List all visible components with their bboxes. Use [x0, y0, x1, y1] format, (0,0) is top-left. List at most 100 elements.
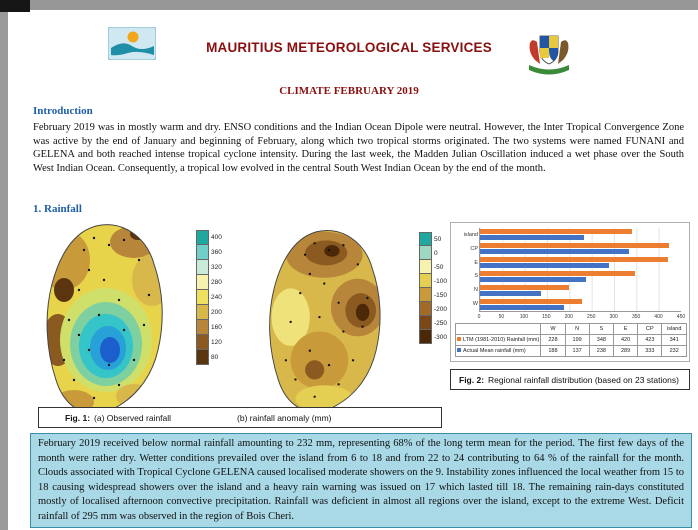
x-axis-tick: 50: [498, 314, 505, 320]
bar: [480, 257, 668, 263]
colorbar-swatch: [196, 320, 209, 335]
colorbar-swatch: [196, 260, 209, 275]
bar: [480, 229, 633, 235]
colorbar-swatch: [419, 330, 432, 344]
y-axis-label: CP: [470, 245, 478, 252]
colorbar-tick-label: -100: [434, 278, 448, 285]
bar: [480, 298, 582, 304]
colorbar-swatch: [419, 246, 432, 260]
observed-colorbar: 400 360 320 280 240 200 160 120 80: [196, 230, 222, 365]
station-markers: [284, 242, 369, 398]
bar: [480, 235, 584, 241]
x-axis-tick: 400: [654, 314, 663, 320]
rainfall-heading: 1. Rainfall: [33, 203, 82, 215]
y-axis-label: S: [474, 273, 478, 280]
colorbar-swatch: [419, 316, 432, 330]
colorbar-swatch: [419, 302, 432, 316]
coat-of-arms-logo: [527, 29, 571, 81]
fig2-table: W N S E CP island LTM (1981-2010) Rainfall (mm…: [454, 323, 687, 357]
colorbar-tick-label: 280: [211, 279, 222, 286]
fig2-plot: island CP E S N W: [464, 228, 681, 312]
y-axis-label: W: [472, 301, 478, 308]
viewer-top-edge: [0, 0, 698, 10]
colorbar-tick-label: 160: [211, 324, 222, 331]
y-axis-label: island: [463, 231, 478, 238]
fig2-caption: Fig. 2: Regional rainfall distribution (…: [450, 369, 690, 390]
colorbar-swatch: [419, 274, 432, 288]
rainfall-summary-highlight: February 2019 received below normal rain…: [30, 433, 692, 528]
bar-group-W: W: [473, 297, 681, 311]
rainfall-anomaly-map: [250, 226, 410, 419]
colorbar-tick-label: 360: [211, 249, 222, 256]
x-axis-tick: 200: [564, 314, 573, 320]
fig1-caption-b: (b) rainfall anomaly (mm): [237, 412, 332, 423]
y-axis-label: N: [474, 287, 478, 294]
x-axis-tick: 250: [587, 314, 596, 320]
bar-group-N: N: [474, 283, 681, 297]
bar-group-island: island: [464, 228, 681, 242]
y-axis-label: E: [474, 259, 478, 266]
observed-rainfall-map: [34, 220, 186, 421]
x-axis-tick: 100: [519, 314, 529, 320]
colorbar-tick-label: 80: [211, 354, 219, 361]
introduction-heading: Introduction: [33, 105, 93, 117]
colorbar-swatch: [196, 275, 209, 290]
introduction-paragraph: February 2019 was in mostly warm and dry…: [33, 122, 684, 174]
viewer-corner: [0, 0, 30, 12]
page-title: MAURITIUS METEOROLOGICAL SERVICES: [206, 40, 492, 55]
colorbar-tick-label: -200: [434, 306, 448, 313]
bar: [480, 243, 669, 249]
colorbar-swatch: [196, 335, 209, 350]
bar: [480, 304, 564, 310]
colorbar-tick-label: -250: [434, 320, 448, 327]
colorbar-swatch: [196, 290, 209, 305]
x-axis-tick: 350: [631, 314, 641, 320]
x-axis-tick: 300: [609, 314, 618, 320]
bar: [480, 270, 636, 276]
colorbar-swatch: [196, 305, 209, 320]
page-subtitle: CLIMATE FEBRUARY 2019: [279, 85, 419, 97]
colorbar-tick-label: 240: [211, 294, 222, 301]
sun-icon: [127, 31, 139, 43]
legend-key: [457, 337, 461, 341]
colorbar-tick-label: 200: [211, 309, 222, 316]
colorbar-tick-label: 120: [211, 339, 222, 346]
colorbar-swatch: [419, 232, 432, 246]
legend-key: [457, 348, 461, 352]
fig1-caption: Fig. 1: (a) Observed rainfall (b) rainfa…: [38, 407, 442, 428]
regional-rainfall-chart: island CP E S N W 0 50 100 150 200 250 300 350 400 450…: [450, 222, 690, 362]
colorbar-swatch: [196, 350, 209, 365]
fig1-caption-a: (a) Observed rainfall: [94, 412, 172, 423]
colorbar-tick-label: 50: [434, 236, 442, 243]
colorbar-tick-label: -150: [434, 292, 448, 299]
bar-group-CP: CP: [470, 242, 681, 256]
bar: [480, 290, 542, 296]
x-axis-tick: 150: [542, 314, 551, 320]
colorbar-tick-label: -300: [434, 334, 448, 341]
met-services-logo: [107, 26, 157, 65]
fig2-label: Fig. 2:: [459, 374, 485, 385]
colorbar-tick-label: -50: [434, 264, 444, 271]
x-axis-tick: 450: [676, 314, 686, 320]
bar: [480, 249, 629, 255]
station-markers: [62, 236, 151, 400]
x-axis-tick: 0: [477, 314, 481, 320]
bar-group-S: S: [474, 269, 681, 283]
fig1-label: Fig. 1:: [65, 412, 91, 423]
fig2-x-axis: 0 50 100 150 200 250 300 350 400 450: [477, 314, 686, 321]
bar: [480, 276, 587, 282]
bar: [480, 284, 569, 290]
colorbar-tick-label: 400: [211, 234, 222, 241]
colorbar-tick-label: 0: [434, 250, 438, 257]
fig2-caption-text: Regional rainfall distribution (based on…: [488, 374, 679, 385]
colorbar-swatch: [196, 230, 209, 245]
wave-icon: [111, 43, 154, 56]
bar: [480, 263, 610, 269]
colorbar-swatch: [196, 245, 209, 260]
viewer-left-edge: [0, 0, 8, 530]
anomaly-colorbar: 50 0 -50 -100 -150 -200 -250 -300: [419, 232, 447, 344]
bar-group-E: E: [474, 256, 681, 270]
colorbar-swatch: [419, 260, 432, 274]
colorbar-swatch: [419, 288, 432, 302]
